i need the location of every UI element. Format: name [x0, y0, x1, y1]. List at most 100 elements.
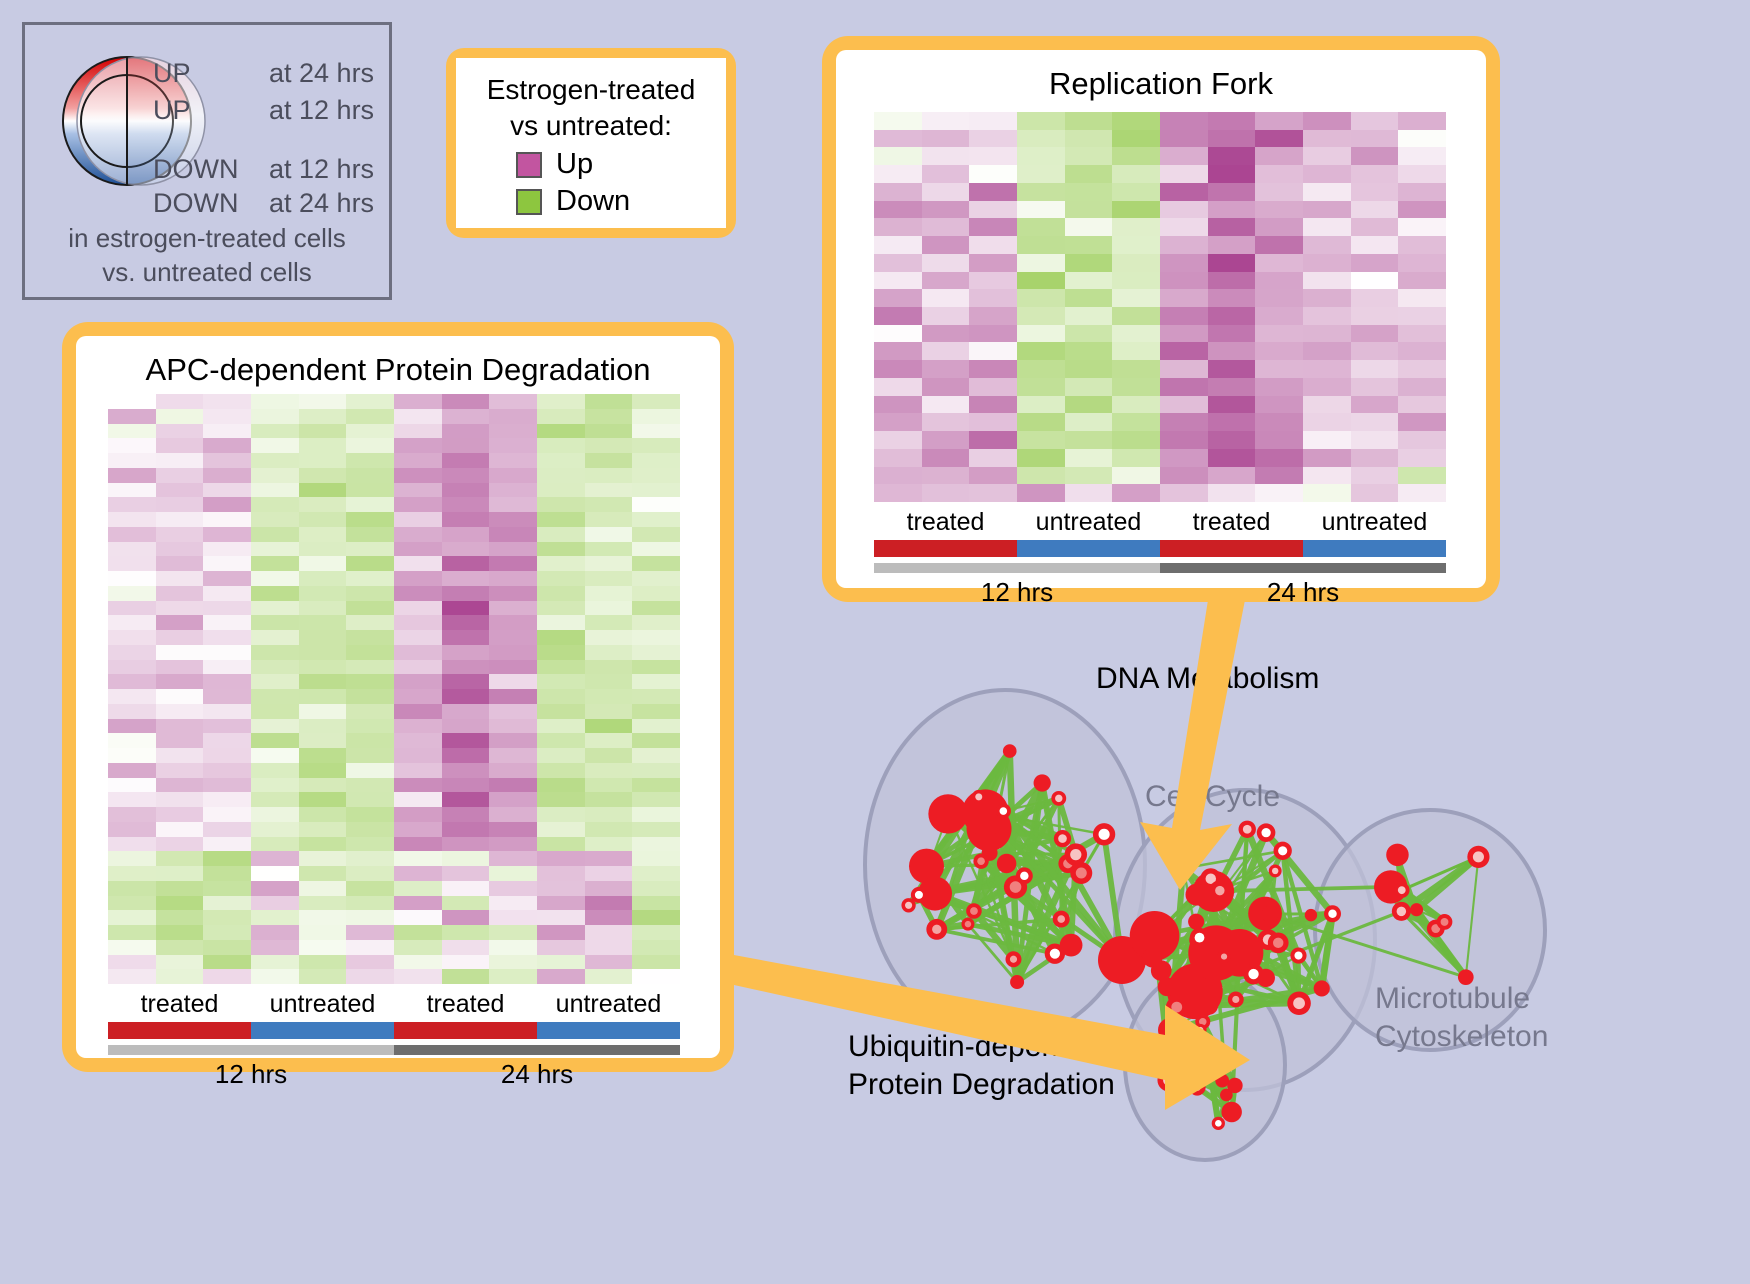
heatmap-cell — [1303, 130, 1351, 148]
heatmap-cell — [346, 792, 394, 807]
heatmap-cell — [489, 940, 537, 955]
heatmap-cell — [251, 453, 299, 468]
heatmap-cell — [299, 733, 347, 748]
heatmap-cell — [969, 289, 1017, 307]
heatmap-cell — [394, 453, 442, 468]
network-node[interactable] — [1410, 903, 1423, 916]
network-diagram: DNA Metabolism Cell Cycle Microtubule Cy… — [790, 610, 1750, 1279]
heatmap-cell — [1255, 360, 1303, 378]
network-node[interactable] — [1215, 1074, 1229, 1088]
legend-box: Estrogen-treated vs untreated: Up Down — [446, 48, 736, 238]
heatmap-cell — [585, 719, 633, 734]
heatmap-cell — [108, 660, 156, 675]
heatmap-cell — [251, 615, 299, 630]
network-node[interactable] — [1314, 980, 1330, 996]
network-node[interactable] — [1173, 858, 1193, 878]
network-node[interactable] — [1227, 1078, 1242, 1093]
heatmap-cell — [251, 719, 299, 734]
heatmap-cell — [632, 733, 680, 748]
network-node[interactable] — [1305, 909, 1317, 921]
heatmap-cell — [1303, 325, 1351, 343]
heatmap-cell — [489, 719, 537, 734]
heatmap-cell — [489, 512, 537, 527]
network-node[interactable] — [1386, 844, 1408, 866]
heatmap-cell — [1208, 147, 1256, 165]
color-key-box: UP at 24 hrs UP at 12 hrs DOWN at 12 hrs… — [22, 22, 392, 300]
network-node[interactable] — [1143, 948, 1163, 968]
network-node[interactable] — [1188, 914, 1204, 930]
heatmap-cell — [203, 571, 251, 586]
bar-segment-untreated — [1017, 540, 1160, 557]
heatmap-cell — [489, 689, 537, 704]
heatmap-cell — [203, 630, 251, 645]
network-node[interactable] — [1158, 977, 1177, 996]
heatmap-cell — [1351, 307, 1399, 325]
heatmap-cell — [346, 571, 394, 586]
heatmap-cell — [1351, 183, 1399, 201]
heatmap-cell — [203, 822, 251, 837]
network-node[interactable] — [928, 794, 967, 833]
heatmap-cell — [394, 822, 442, 837]
heatmap-cell — [1160, 467, 1208, 485]
heatmap-cell — [346, 601, 394, 616]
heatmap-cell — [156, 837, 204, 852]
heatmap-cell — [1112, 147, 1160, 165]
heatmap-cell — [1160, 272, 1208, 290]
heatmap-cell — [1398, 431, 1446, 449]
heatmap-cell — [203, 660, 251, 675]
heatmap-cell — [299, 763, 347, 778]
network-node[interactable] — [1010, 975, 1024, 989]
heatmap-cell — [632, 483, 680, 498]
heatmap-cell — [1255, 431, 1303, 449]
heatmap-cell — [1065, 236, 1113, 254]
heatmap-cell — [489, 866, 537, 881]
network-node[interactable] — [1261, 906, 1278, 923]
heatmap-cell — [442, 851, 490, 866]
network-node[interactable] — [997, 854, 1016, 873]
heatmap-cell — [585, 733, 633, 748]
heatmap-cell — [346, 733, 394, 748]
heatmap-cell — [108, 586, 156, 601]
network-node[interactable] — [1034, 774, 1051, 791]
network-node[interactable] — [1003, 744, 1017, 758]
heatmap-cell — [874, 165, 922, 183]
heatmap-cell — [1255, 396, 1303, 414]
heatmap-cell — [442, 896, 490, 911]
heatmap-cell — [1017, 147, 1065, 165]
heatmap-cell — [346, 438, 394, 453]
heatmap-cell — [299, 438, 347, 453]
heatmap-cell — [489, 630, 537, 645]
heatmap-cell — [632, 807, 680, 822]
heatmap-cell — [632, 837, 680, 852]
heatmap-cell — [1303, 289, 1351, 307]
heatmap-cell — [1112, 254, 1160, 272]
heatmap-cell — [585, 896, 633, 911]
heatmap-cell — [632, 719, 680, 734]
axis-group-labels: treated untreated treated untreated — [108, 990, 680, 1019]
heatmap-cell — [1065, 307, 1113, 325]
heatmap-cell — [251, 704, 299, 719]
heatmap-cell — [1017, 289, 1065, 307]
heatmap-cell — [394, 424, 442, 439]
panel-title: Replication Fork — [836, 66, 1486, 102]
heatmap-cell — [1303, 165, 1351, 183]
heatmap-cell — [442, 910, 490, 925]
heatmap-cell — [251, 512, 299, 527]
heatmap-cell — [632, 601, 680, 616]
heatmap-cell — [1017, 449, 1065, 467]
heatmap-cell — [299, 955, 347, 970]
heatmap-cell — [489, 556, 537, 571]
network-node[interactable] — [1199, 996, 1218, 1015]
heatmap-cell — [1160, 307, 1208, 325]
network-node[interactable] — [1221, 1102, 1241, 1122]
heatmap-cell — [585, 660, 633, 675]
heatmap-cell — [203, 866, 251, 881]
heatmap-cell — [1017, 431, 1065, 449]
heatmap-cell — [299, 394, 347, 409]
heatmap-cell — [874, 449, 922, 467]
heatmap-cell — [203, 955, 251, 970]
network-node[interactable] — [1186, 884, 1208, 906]
heatmap-cell — [537, 822, 585, 837]
heatmap-cell — [537, 925, 585, 940]
heatmap-cell — [346, 674, 394, 689]
